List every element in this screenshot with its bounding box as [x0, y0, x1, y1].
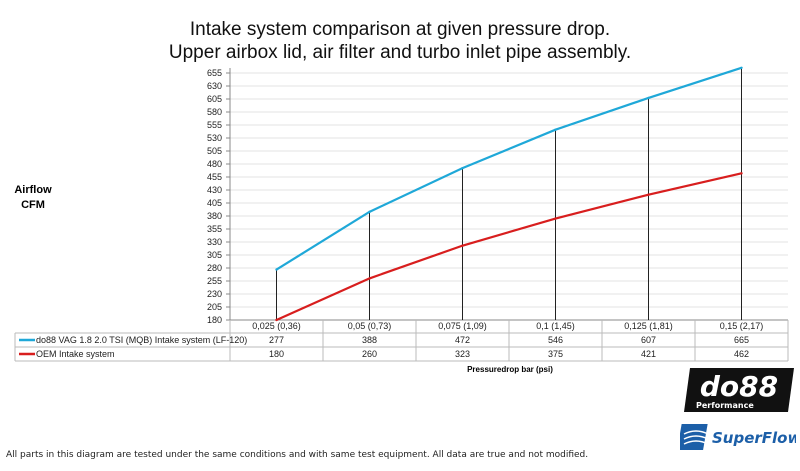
y-tick-label: 280 — [207, 263, 222, 273]
data-point — [368, 277, 371, 280]
x-tick-label: 0,125 (1,81) — [624, 321, 673, 331]
data-point — [368, 210, 371, 214]
data-point — [275, 318, 278, 322]
table-value: 462 — [734, 349, 749, 359]
svg-text:Performance: Performance — [696, 401, 754, 410]
y-tick-label: 180 — [207, 315, 222, 325]
superflow-logo: SuperFlow — [680, 424, 796, 450]
y-tick-label: 405 — [207, 198, 222, 208]
x-axis-label: Pressuredrop bar (psi) — [467, 365, 553, 374]
svg-text:SuperFlow: SuperFlow — [712, 429, 796, 447]
y-tick-label: 355 — [207, 224, 222, 234]
data-point — [275, 268, 278, 271]
x-tick-label: 0,075 (1,09) — [438, 321, 487, 331]
y-tick-label: 205 — [207, 302, 222, 312]
x-tick-label: 0,15 (2,17) — [720, 321, 764, 331]
y-tick-label: 580 — [207, 107, 222, 117]
table-value: 472 — [455, 335, 470, 345]
data-point — [740, 66, 743, 70]
y-label-line: CFM — [21, 199, 45, 211]
y-tick-label: 455 — [207, 172, 222, 182]
chart-title: Intake system comparison at given pressu… — [189, 19, 611, 40]
table-value: 180 — [269, 349, 284, 359]
series-line — [275, 66, 742, 271]
legend-label: OEM Intake system — [36, 349, 115, 359]
y-tick-label: 480 — [207, 159, 222, 169]
x-tick-label: 0,1 (1,45) — [536, 321, 575, 331]
table-value: 277 — [269, 335, 284, 345]
y-tick-label: 255 — [207, 276, 222, 286]
table-value: 607 — [641, 335, 656, 345]
legend-label: do88 VAG 1.8 2.0 TSI (MQB) Intake system… — [36, 335, 247, 345]
x-tick-label: 0,05 (0,73) — [348, 321, 392, 331]
table-value: 665 — [734, 335, 749, 345]
y-tick-label: 330 — [207, 237, 222, 247]
table-value: 421 — [641, 349, 656, 359]
y-tick-label: 305 — [207, 250, 222, 260]
chart-subtitle: Upper airbox lid, air filter and turbo i… — [168, 42, 632, 63]
y-tick-label: 555 — [207, 120, 222, 130]
data-point — [740, 172, 743, 175]
series-line — [276, 172, 742, 322]
table-value: 546 — [548, 335, 563, 345]
svg-text:do88: do88 — [700, 370, 778, 403]
table-value: 375 — [548, 349, 563, 359]
table-value: 260 — [362, 349, 377, 359]
y-tick-label: 380 — [207, 211, 222, 221]
data-point — [647, 193, 650, 196]
do88-logo: do88 Performance — [684, 368, 794, 412]
data-point — [461, 244, 464, 247]
y-label-line: Airflow — [14, 184, 52, 196]
footer-note: All parts in this diagram are tested und… — [6, 450, 589, 460]
data-point — [461, 166, 464, 170]
y-tick-label: 505 — [207, 146, 222, 156]
y-tick-label: 630 — [207, 81, 222, 91]
y-tick-label: 530 — [207, 133, 222, 143]
data-point — [554, 128, 557, 131]
y-tick-label: 655 — [207, 68, 222, 78]
x-tick-label: 0,025 (0,36) — [252, 321, 301, 331]
table-value: 323 — [455, 349, 470, 359]
y-tick-label: 230 — [207, 289, 222, 299]
y-tick-label: 430 — [207, 185, 222, 195]
data-point — [554, 217, 557, 220]
y-axis-label: Airflow CFM — [8, 183, 58, 213]
y-tick-label: 605 — [207, 94, 222, 104]
table-value: 388 — [362, 335, 377, 345]
data-point — [647, 96, 650, 100]
